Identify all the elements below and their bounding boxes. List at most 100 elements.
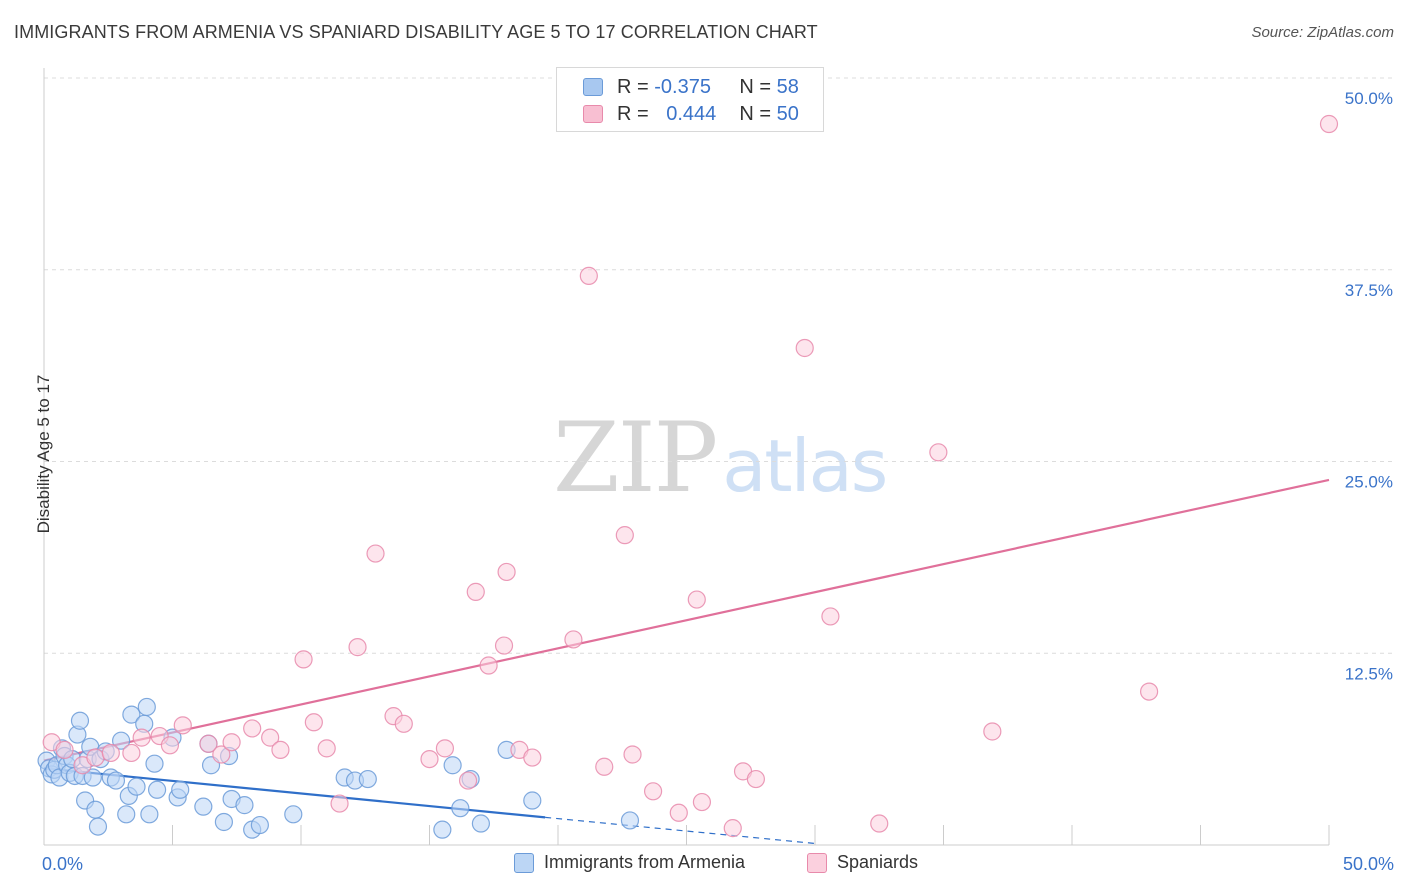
watermark-zip: ZIP — [553, 402, 718, 514]
legend-n-label: N = — [739, 75, 772, 98]
point-spaniards — [623, 745, 642, 764]
watermark: ZIPatlas — [553, 402, 888, 514]
legend-n-value: 50 — [776, 102, 799, 125]
point-armenia — [171, 780, 190, 799]
point-spaniards — [420, 749, 439, 769]
point-spaniards — [615, 526, 634, 545]
point-armenia — [117, 805, 136, 824]
x-tick-label: 50.0% — [1343, 854, 1394, 874]
point-spaniards — [579, 266, 598, 285]
point-spaniards — [983, 722, 1002, 741]
point-armenia — [145, 754, 164, 773]
chart-title: IMMIGRANTS FROM ARMENIA VS SPANIARD DISA… — [14, 22, 818, 42]
point-armenia — [523, 791, 542, 810]
point-armenia — [147, 780, 167, 799]
point-spaniards — [101, 743, 120, 763]
point-spaniards — [294, 650, 313, 669]
trend-line-spaniards — [43, 478, 1330, 762]
point-armenia — [443, 756, 462, 775]
point-armenia — [70, 711, 90, 730]
point-armenia — [214, 812, 233, 832]
bottom-legend-armenia: Immigrants from Armenia — [514, 852, 745, 873]
correlation-legend: R = -0.375 N = 58 R = 0.444 N = 50 — [556, 67, 824, 132]
legend-r-label: R = — [617, 75, 649, 98]
bottom-legend-swatch-armenia — [514, 852, 534, 873]
y-tick-label: 50.0% — [1345, 89, 1393, 108]
point-spaniards — [723, 819, 742, 838]
point-spaniards — [687, 590, 706, 609]
y-tick-label: 37.5% — [1345, 281, 1393, 300]
point-spaniards — [1319, 114, 1339, 134]
point-spaniards — [348, 638, 367, 657]
point-armenia — [122, 705, 141, 724]
point-spaniards — [746, 769, 765, 789]
gridlines — [44, 77, 1392, 654]
bottom-legend-label-armenia: Immigrants from Armenia — [544, 852, 746, 872]
point-spaniards — [795, 338, 814, 358]
legend-r-value: 0.444 — [666, 102, 717, 125]
point-armenia — [250, 815, 269, 835]
point-spaniards — [366, 544, 385, 563]
point-spaniards — [494, 636, 514, 655]
y-tick-label: 25.0% — [1345, 473, 1393, 492]
point-armenia — [111, 731, 131, 750]
point-spaniards — [173, 716, 192, 735]
point-spaniards — [317, 739, 336, 758]
point-spaniards — [435, 739, 455, 758]
point-spaniards — [394, 714, 413, 733]
legend-n-label: N = — [739, 102, 772, 125]
legend-swatch-armenia — [583, 78, 603, 96]
point-spaniards — [669, 803, 688, 822]
point-spaniards — [595, 757, 614, 776]
point-spaniards — [55, 740, 74, 759]
tick-labels: 12.5% 25.0% 37.5% 50.0% 0.0% 50.0% — [42, 89, 1394, 874]
source-label: Source: ZipAtlas.com — [1251, 24, 1394, 41]
point-spaniards — [479, 656, 498, 675]
bottom-legend-swatch-spaniards — [807, 852, 827, 873]
point-spaniards — [929, 443, 948, 462]
data-points — [37, 114, 1339, 839]
legend-r-value: -0.375 — [654, 75, 711, 98]
point-spaniards — [330, 794, 349, 813]
bottom-legend-label-spaniards: Spaniards — [837, 852, 919, 872]
point-spaniards — [497, 562, 516, 582]
point-armenia — [106, 771, 126, 790]
point-armenia — [88, 817, 108, 836]
point-armenia — [284, 805, 303, 824]
point-spaniards — [1139, 682, 1159, 701]
point-armenia — [235, 796, 254, 815]
point-spaniards — [466, 582, 485, 601]
point-armenia — [358, 769, 377, 789]
point-spaniards — [523, 748, 542, 767]
point-armenia — [127, 777, 146, 796]
point-spaniards — [643, 782, 663, 801]
point-spaniards — [261, 728, 280, 747]
point-armenia — [83, 768, 102, 787]
legend-row-armenia: R = -0.375 N = 58 — [583, 75, 799, 99]
point-spaniards — [212, 745, 231, 764]
x-tick-label: 0.0% — [42, 854, 83, 874]
trend-lines — [43, 478, 1330, 845]
point-spaniards — [692, 792, 712, 812]
point-armenia — [86, 800, 105, 819]
axes — [43, 68, 1330, 846]
point-spaniards — [271, 740, 290, 759]
trend-line-armenia-extension — [545, 816, 816, 845]
y-tick-label: 12.5% — [1345, 664, 1393, 683]
point-spaniards — [199, 734, 218, 753]
point-spaniards — [821, 607, 840, 626]
point-spaniards — [122, 743, 141, 763]
legend-r-label: R = — [617, 102, 649, 125]
point-spaniards — [304, 713, 323, 732]
point-spaniards — [564, 630, 583, 649]
legend-row-spaniards: R = 0.444 N = 50 — [583, 102, 799, 126]
point-spaniards — [222, 733, 241, 752]
point-spaniards — [86, 748, 105, 767]
point-armenia — [140, 805, 159, 824]
watermark-atlas: atlas — [722, 424, 888, 508]
y-axis-label: Disability Age 5 to 17 — [34, 374, 53, 534]
point-spaniards — [160, 736, 180, 755]
point-armenia — [137, 697, 156, 717]
point-armenia — [433, 820, 452, 839]
